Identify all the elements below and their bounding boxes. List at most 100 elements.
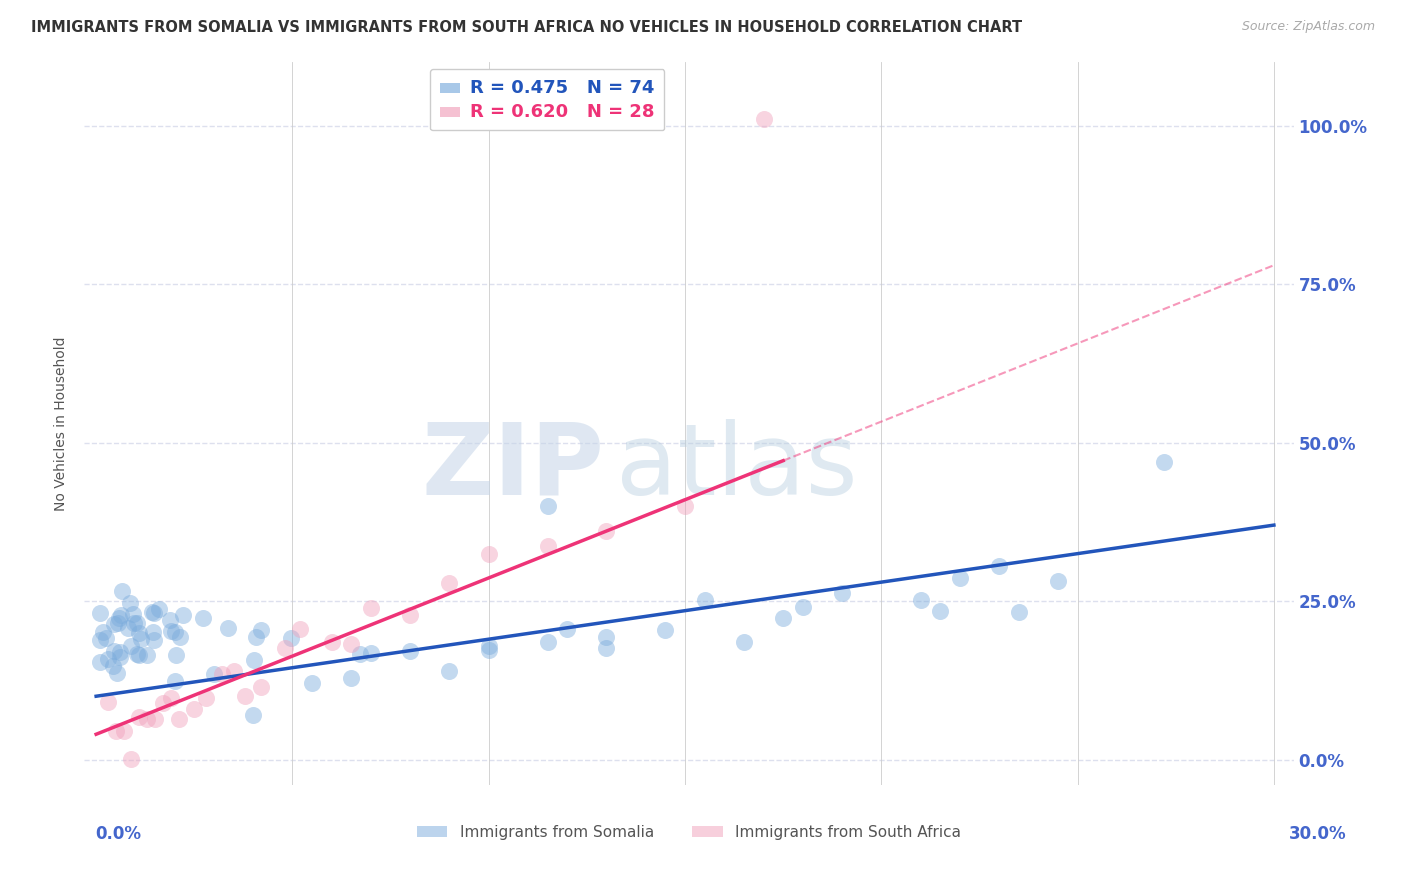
Text: IMMIGRANTS FROM SOMALIA VS IMMIGRANTS FROM SOUTH AFRICA NO VEHICLES IN HOUSEHOLD: IMMIGRANTS FROM SOMALIA VS IMMIGRANTS FR…: [31, 20, 1022, 35]
Point: [360, 601, 382, 615]
Point: [1153, 455, 1175, 469]
Point: [121, 752, 143, 766]
Point: [195, 691, 218, 706]
Point: [111, 584, 134, 599]
Point: [128, 648, 150, 662]
Point: [233, 689, 256, 703]
Point: [159, 691, 181, 706]
Point: [1046, 574, 1069, 588]
Point: [169, 631, 191, 645]
Point: [163, 674, 186, 689]
Point: [135, 648, 157, 663]
Point: [250, 680, 273, 694]
Point: [143, 713, 166, 727]
Point: [128, 626, 150, 640]
Point: [128, 710, 150, 724]
Point: [202, 667, 225, 681]
Point: [110, 650, 132, 665]
Point: [108, 610, 131, 624]
Point: [280, 632, 302, 646]
Point: [89, 606, 111, 620]
Point: [910, 593, 932, 607]
Point: [127, 647, 149, 661]
Point: [89, 655, 111, 669]
Point: [792, 599, 814, 614]
Point: [104, 724, 127, 739]
Text: ZIP: ZIP: [422, 418, 605, 516]
Point: [110, 607, 132, 622]
Point: [595, 524, 617, 539]
Point: [243, 653, 266, 667]
Point: [129, 632, 152, 646]
Point: [831, 586, 853, 600]
Point: [478, 639, 501, 653]
Point: [105, 665, 128, 680]
Point: [103, 643, 125, 657]
Point: [120, 639, 142, 653]
Point: [142, 632, 165, 647]
Point: [250, 624, 273, 638]
Point: [91, 625, 114, 640]
Point: [536, 635, 558, 649]
Point: [399, 644, 422, 658]
Point: [988, 558, 1011, 573]
Point: [536, 539, 558, 553]
Point: [242, 708, 264, 723]
Point: [117, 621, 139, 635]
Point: [143, 606, 166, 620]
Point: [167, 712, 190, 726]
Point: [273, 641, 295, 656]
Point: [673, 499, 696, 513]
Point: [654, 624, 676, 638]
Point: [122, 607, 145, 622]
Point: [290, 622, 312, 636]
Point: [772, 610, 794, 624]
Point: [183, 702, 205, 716]
Point: [101, 658, 124, 673]
Point: [159, 613, 181, 627]
Point: [103, 617, 125, 632]
Point: [478, 643, 501, 657]
Y-axis label: No Vehicles in Household: No Vehicles in Household: [55, 336, 69, 511]
Point: [360, 646, 382, 660]
Point: [217, 621, 239, 635]
Point: [555, 622, 578, 636]
Point: [321, 634, 343, 648]
Point: [89, 632, 111, 647]
Point: [107, 615, 129, 630]
Point: [1008, 605, 1031, 619]
Point: [349, 647, 371, 661]
Text: atlas: atlas: [616, 418, 858, 516]
Point: [94, 631, 117, 645]
Point: [301, 676, 323, 690]
Point: [439, 664, 461, 678]
Point: [118, 596, 141, 610]
Point: [142, 625, 165, 640]
Point: [152, 696, 174, 710]
Legend: Immigrants from Somalia, Immigrants from South Africa: Immigrants from Somalia, Immigrants from…: [411, 819, 967, 846]
Point: [929, 604, 952, 618]
Point: [163, 624, 186, 639]
Point: [595, 641, 617, 656]
Point: [340, 671, 363, 685]
Point: [97, 651, 120, 665]
Point: [193, 611, 215, 625]
Point: [595, 630, 617, 644]
Point: [112, 724, 135, 739]
Point: [340, 637, 363, 651]
Text: 30.0%: 30.0%: [1289, 825, 1347, 843]
Point: [108, 644, 131, 658]
Point: [733, 635, 755, 649]
Point: [211, 666, 233, 681]
Point: [949, 571, 972, 585]
Point: [439, 576, 461, 591]
Point: [399, 607, 422, 622]
Point: [160, 624, 183, 638]
Point: [141, 605, 163, 619]
Point: [478, 548, 501, 562]
Point: [148, 601, 170, 615]
Text: 0.0%: 0.0%: [96, 825, 142, 843]
Point: [536, 499, 558, 513]
Point: [222, 664, 245, 678]
Point: [752, 112, 775, 127]
